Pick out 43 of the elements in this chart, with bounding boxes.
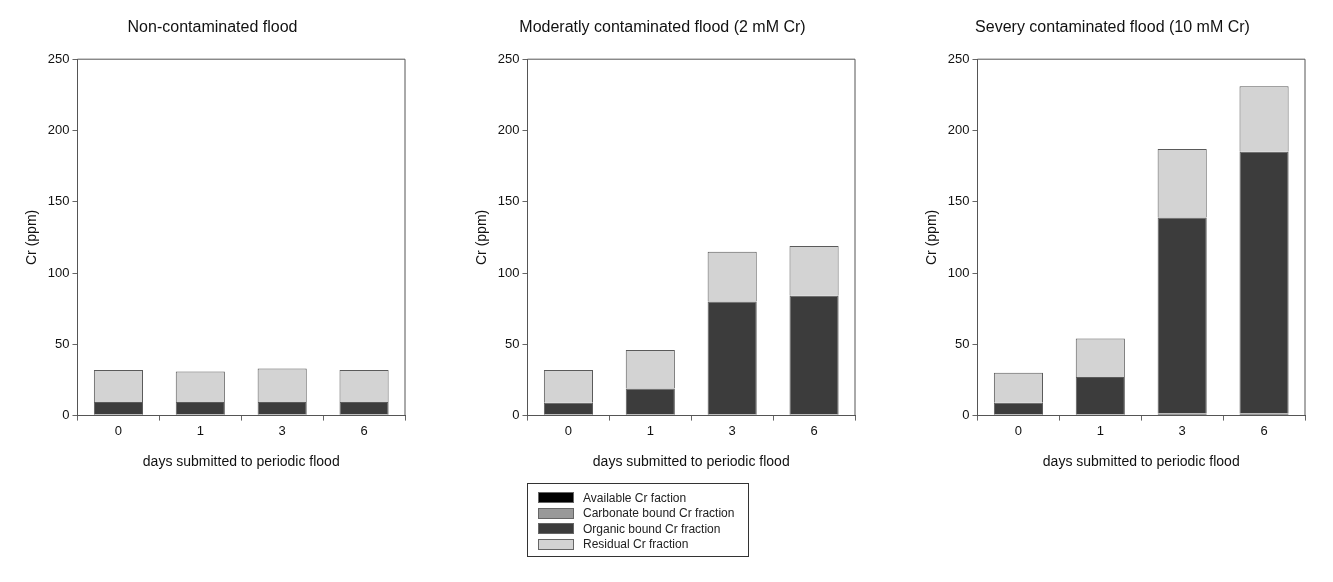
y-tick-label: 50 [955,335,970,351]
x-tick-label: 0 [114,422,123,438]
legend-label: Organic bound Cr fraction [583,521,721,536]
y-axis-title: Cr (ppm) [23,209,40,266]
x-axis-title: days submitted to periodic flood [592,453,790,470]
x-tick-label: 3 [1178,422,1186,438]
x-tick-label: 6 [360,422,368,438]
x-tick-label: 1 [646,422,654,438]
x-tick-label: 0 [564,422,573,438]
x-axis-title: days submitted to periodic flood [142,453,340,470]
y-tick-label: 250 [947,50,970,66]
y-tick-label: 100 [47,264,70,280]
x-tick-label: 0 [1014,422,1023,438]
y-tick-label: 50 [505,335,520,351]
x-tick-label: 1 [1096,422,1104,438]
y-tick-label: 200 [947,122,970,138]
y-axis-title: Cr (ppm) [923,209,940,266]
y-tick-label: 200 [47,122,70,138]
y-tick-label: 200 [497,122,520,138]
y-tick-label: 250 [497,50,520,66]
y-tick-label: 0 [62,407,70,423]
chart-title: Non-contaminated flood [127,18,298,36]
y-tick-label: 250 [47,50,70,66]
x-tick-label: 3 [278,422,286,438]
y-tick-label: 100 [947,264,970,280]
y-tick-label: 150 [947,193,970,209]
y-tick-label: 0 [512,407,520,423]
x-tick-label: 3 [728,422,736,438]
chart-title: Severy contaminated flood (10 mM Cr) [975,18,1250,36]
x-tick-label: 1 [196,422,204,438]
y-tick-label: 0 [962,407,970,423]
y-axis-title: Cr (ppm) [473,209,490,266]
chart-title: Moderatly contaminated flood (2 mM Cr) [519,18,806,36]
legend-label: Carbonate bound Cr fraction [583,506,735,521]
y-tick-label: 150 [47,193,70,209]
x-tick-label: 6 [810,422,818,438]
x-axis-title: days submitted to periodic flood [1042,453,1240,470]
y-tick-label: 100 [497,264,520,280]
y-tick-label: 150 [497,193,520,209]
x-tick-label: 6 [1260,422,1268,438]
legend-label: Residual Cr fraction [583,537,689,552]
y-tick-label: 50 [55,335,70,351]
legend-label: Available Cr faction [583,490,687,505]
